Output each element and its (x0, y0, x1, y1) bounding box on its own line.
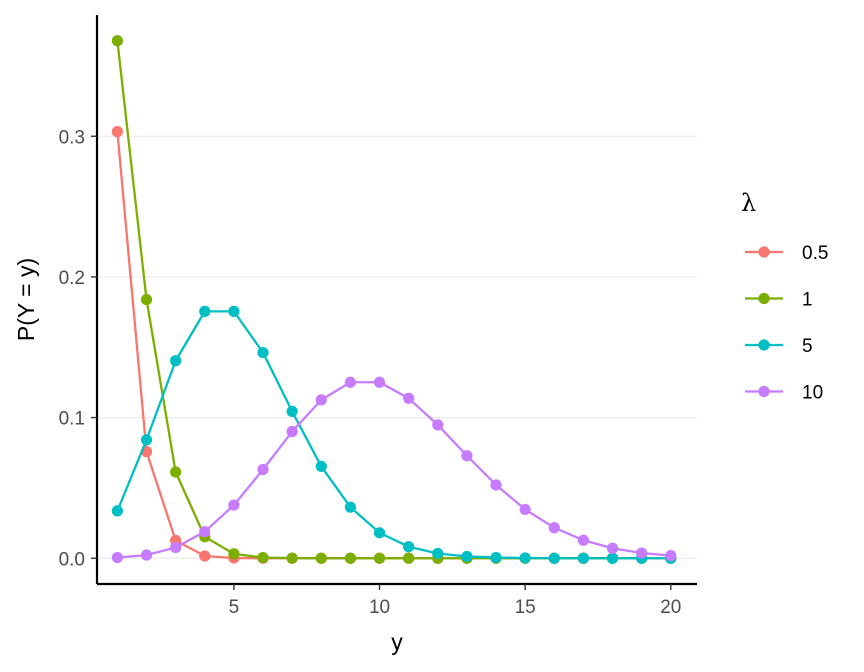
legend-item-10: 10 (745, 383, 823, 404)
series-5 (111, 305, 677, 564)
data-point-10-11 (403, 392, 415, 404)
x-tick-label-2: 15 (515, 597, 536, 618)
legend-label-10: 10 (802, 383, 823, 404)
data-point-10-14 (490, 479, 502, 491)
series-0.5 (111, 126, 677, 564)
data-point-1-11 (403, 552, 415, 564)
data-point-10-6 (257, 463, 269, 476)
legend-items: 0.5 1 5 10 (745, 243, 828, 404)
data-point-5-1 (111, 505, 123, 517)
data-point-5-17 (577, 552, 590, 564)
data-point-10-15 (519, 503, 531, 516)
data-point-1-10 (373, 552, 386, 564)
data-point-5-4 (199, 305, 211, 317)
data-point-5-18 (606, 552, 619, 564)
data-point-1-7 (286, 552, 298, 564)
legend-key-point-1 (758, 292, 770, 305)
data-point-5-12 (432, 547, 444, 560)
x-tick-label-3: 20 (660, 597, 681, 618)
data-point-1-3 (170, 466, 182, 478)
legend-title: λ (741, 189, 756, 217)
y-axis-title: P(Y = y) (13, 258, 39, 341)
data-point-10-3 (170, 541, 182, 554)
data-point-5-13 (461, 550, 473, 563)
data-point-5-16 (548, 552, 560, 564)
data-point-10-8 (315, 394, 327, 406)
data-point-1-9 (344, 552, 356, 564)
data-point-5-3 (170, 355, 182, 367)
data-point-5-8 (315, 460, 327, 473)
data-point-1-1 (111, 35, 123, 47)
data-point-10-16 (548, 522, 560, 534)
data-point-5-10 (373, 527, 386, 539)
series-10 (111, 376, 677, 564)
legend: λ 0.5 1 5 10 (741, 189, 828, 404)
data-point-5-7 (286, 405, 298, 418)
data-point-10-5 (228, 499, 240, 511)
legend-key-point-10 (758, 385, 770, 398)
series-line-1 (116, 40, 671, 560)
data-point-1-5 (228, 548, 240, 560)
series-group (111, 35, 677, 564)
data-point-5-15 (519, 552, 531, 564)
legend-label-1: 1 (802, 290, 813, 311)
series-line-5 (116, 310, 671, 560)
y-tick-label-0: 0.0 (59, 549, 85, 570)
data-point-1-2 (140, 293, 153, 306)
data-point-5-6 (257, 347, 269, 359)
y-tick-label-2: 0.2 (59, 268, 85, 289)
data-point-10-13 (461, 450, 473, 462)
y-tick-label-1: 0.1 (59, 409, 85, 430)
data-point-10-12 (432, 419, 444, 431)
data-point-0.5-1 (111, 126, 123, 138)
legend-item-0.5: 0.5 (745, 243, 828, 264)
data-point-10-19 (636, 547, 648, 559)
data-point-1-8 (315, 552, 327, 564)
data-point-10-20 (665, 549, 677, 562)
data-point-5-2 (140, 434, 153, 446)
x-tick-label-1: 10 (369, 597, 390, 618)
legend-item-1: 1 (745, 290, 813, 311)
data-point-5-9 (344, 501, 356, 513)
data-point-10-18 (606, 542, 619, 554)
tick-marks-and-labels: 0.0 0.1 0.2 0.3 5 10 15 20 (59, 127, 682, 618)
data-point-10-1 (111, 551, 123, 564)
legend-item-5: 5 (745, 336, 813, 357)
data-point-10-7 (286, 425, 298, 438)
data-point-5-5 (228, 305, 240, 317)
data-point-0.5-4 (199, 550, 211, 562)
series-1 (111, 35, 677, 564)
x-tick-label-0: 5 (229, 597, 240, 618)
data-point-10-9 (344, 376, 356, 388)
legend-key-point-5 (758, 339, 770, 351)
data-point-5-14 (490, 551, 502, 564)
legend-key-point-0.5 (758, 246, 770, 258)
data-point-5-11 (403, 541, 415, 553)
data-point-10-10 (373, 376, 386, 388)
x-axis-title: y (391, 629, 403, 655)
data-point-1-6 (257, 551, 269, 564)
legend-label-0.5: 0.5 (802, 243, 828, 264)
data-point-10-4 (199, 526, 211, 538)
y-tick-label-3: 0.3 (59, 127, 85, 148)
axes (95, 15, 697, 586)
data-point-10-2 (140, 549, 153, 561)
legend-label-5: 5 (802, 336, 813, 357)
series-line-0.5 (116, 131, 671, 560)
data-point-10-17 (577, 534, 590, 546)
